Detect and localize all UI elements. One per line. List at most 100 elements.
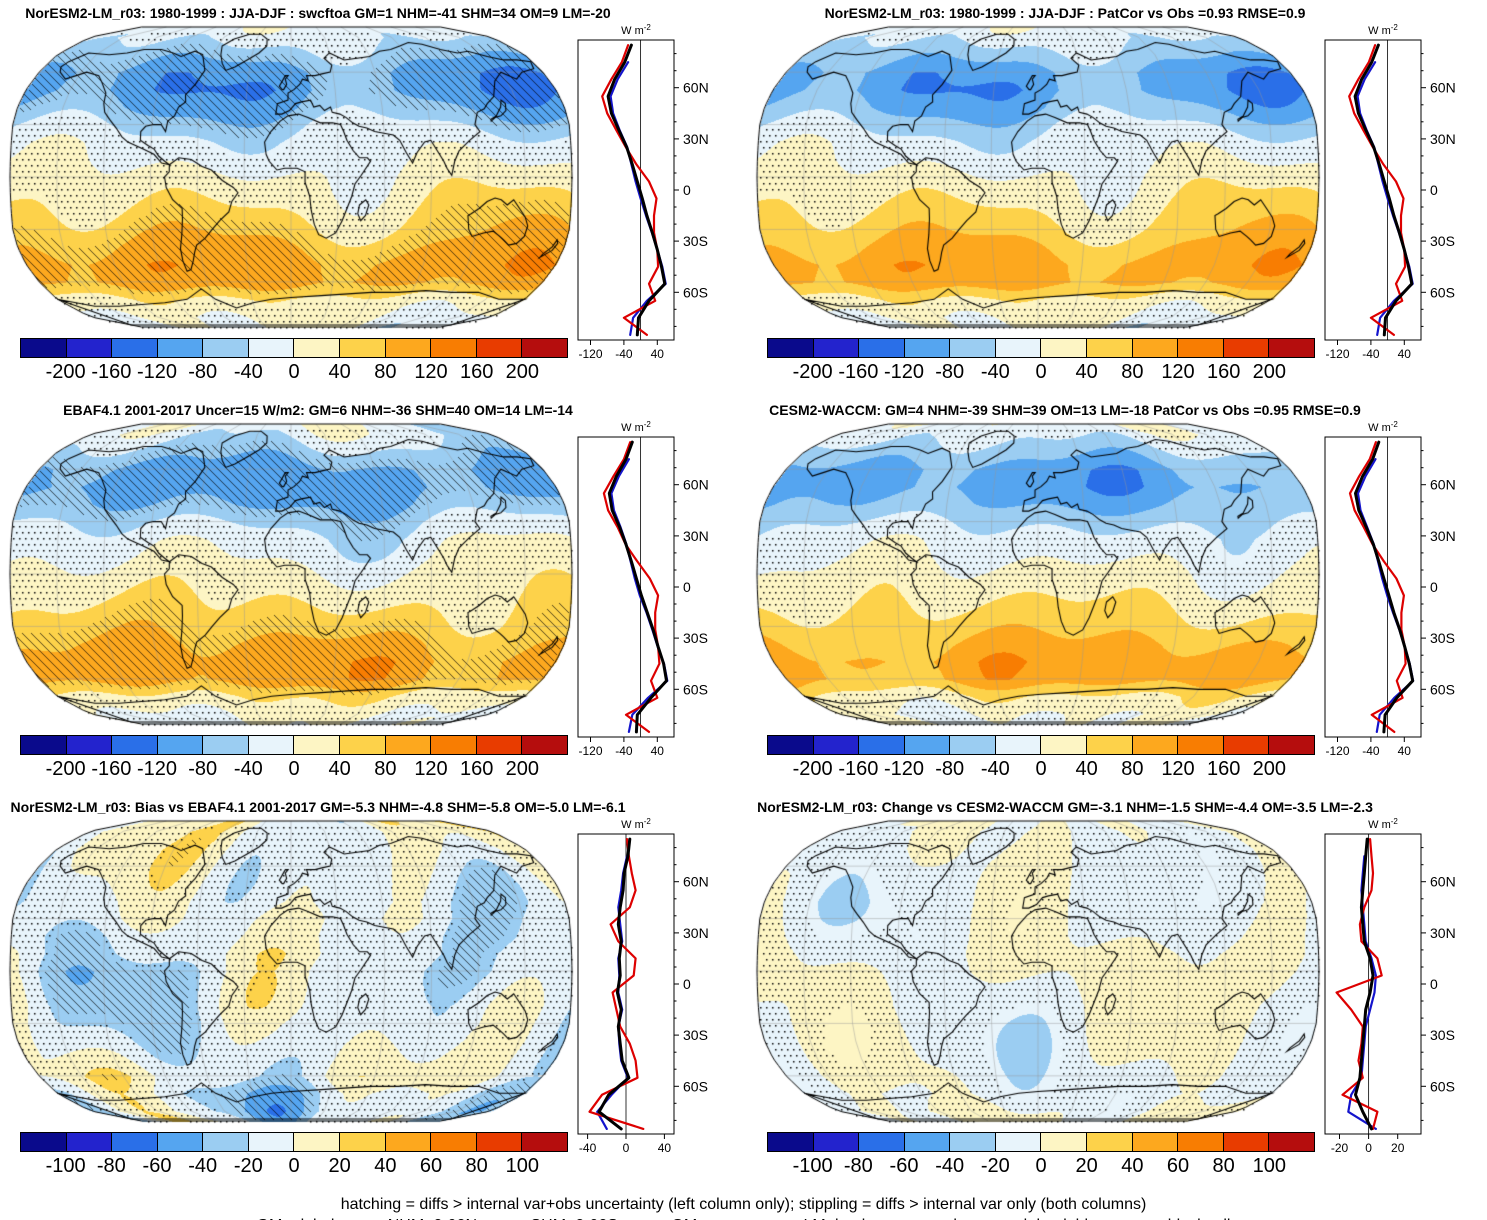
colorbar-segment xyxy=(1178,339,1224,357)
colorbar-tick-label: -40 xyxy=(980,758,1010,780)
colorbar-tick-label: 200 xyxy=(1252,758,1287,780)
colorbar-tick-label: -200 xyxy=(45,758,86,780)
colorbar-tick-label: -120 xyxy=(883,361,925,383)
colorbar-tick-label: -80 xyxy=(843,1155,873,1177)
colorbar-tick-label: 0 xyxy=(1035,758,1047,780)
colorbar-tick-label: 20 xyxy=(328,1155,351,1177)
colorbar-segment xyxy=(294,339,341,357)
colorbar-segment xyxy=(385,339,432,357)
svg-text:30S: 30S xyxy=(683,1027,708,1043)
zonal-mean-plot: W m-2 60N 30N 0 30S 60S -120 -40 40 xyxy=(1324,420,1456,758)
colorbar-labels: -200 -160 -120 -80 -40 0 40 80 120 160 200 xyxy=(767,358,1315,384)
colorbar-tick-label: 0 xyxy=(1035,1155,1047,1177)
world-map-canvas xyxy=(755,24,1321,330)
colorbar-tick-label: 80 xyxy=(1121,758,1144,780)
svg-text:0: 0 xyxy=(1365,1141,1372,1155)
colorbar-segment xyxy=(294,1133,341,1151)
svg-text:60S: 60S xyxy=(683,681,708,697)
zonal-mean-plot: W m-2 60N 30N 0 30S 60S -120 -40 40 xyxy=(577,420,709,758)
colorbar-tick-label: 40 xyxy=(374,1155,397,1177)
svg-text:-120: -120 xyxy=(578,744,602,758)
map-row: W m-2 60N 30N 0 30S 60S -120 -40 40 xyxy=(8,23,747,361)
colorbar-tick-label: 40 xyxy=(328,758,351,780)
colorbar-tick-label: -160 xyxy=(91,361,132,383)
colorbar-segment xyxy=(1041,339,1088,357)
colorbar-tick-label: -200 xyxy=(792,758,833,780)
zonal-mean-plot: W m-2 60N 30N 0 30S 60S -120 -40 40 xyxy=(577,23,709,361)
colorbar-tick-label: -40 xyxy=(980,361,1010,383)
svg-text:30N: 30N xyxy=(683,925,709,941)
svg-text:30N: 30N xyxy=(1430,528,1456,544)
colorbar-segment xyxy=(203,1133,249,1151)
colorbar-tick-label: -40 xyxy=(188,1155,218,1177)
svg-text:-120: -120 xyxy=(578,347,602,361)
colorbar-tick-label: 200 xyxy=(505,361,540,383)
colorbar-tick-label: 40 xyxy=(328,361,351,383)
colorbar-segment xyxy=(1269,736,1314,754)
svg-text:W m-2: W m-2 xyxy=(621,23,651,37)
colorbar-segment xyxy=(1087,1133,1133,1151)
colorbar xyxy=(767,1132,1315,1152)
colorbar-segment xyxy=(157,1133,204,1151)
colorbar-segment xyxy=(950,736,996,754)
colorbar-segment xyxy=(431,736,477,754)
colorbar-tick-label: 80 xyxy=(374,361,397,383)
panel-bias: NorESM2-LM_r03: Bias vs EBAF4.1 2001-201… xyxy=(0,794,747,1191)
svg-text:W m-2: W m-2 xyxy=(1368,420,1398,434)
svg-text:40: 40 xyxy=(651,347,665,361)
colorbar-segment xyxy=(294,736,341,754)
svg-text:W m-2: W m-2 xyxy=(621,817,651,831)
svg-text:0: 0 xyxy=(623,1141,630,1155)
colorbar-segment xyxy=(385,1133,432,1151)
colorbar-wrap: -200 -160 -120 -80 -40 0 40 80 120 160 200 xyxy=(767,735,1315,781)
colorbar-segment xyxy=(1132,339,1179,357)
colorbar-tick-label: -80 xyxy=(935,361,965,383)
svg-text:-40: -40 xyxy=(1362,744,1380,758)
colorbar-segment xyxy=(1269,1133,1314,1151)
colorbar-segment xyxy=(1132,1133,1179,1151)
colorbar-tick-label: 60 xyxy=(419,1155,443,1177)
colorbar-segment xyxy=(340,1133,386,1151)
svg-text:40: 40 xyxy=(658,1141,672,1155)
svg-text:-40: -40 xyxy=(579,1141,597,1155)
svg-text:-120: -120 xyxy=(1325,744,1349,758)
colorbar-labels: -200 -160 -120 -80 -40 0 40 80 120 160 200 xyxy=(20,755,568,781)
colorbar-tick-label: -20 xyxy=(980,1155,1010,1177)
panel-change: NorESM2-LM_r03: Change vs CESM2-WACCM GM… xyxy=(747,794,1487,1191)
svg-text:0: 0 xyxy=(1430,976,1438,992)
colorbar-segment xyxy=(1269,339,1314,357)
colorbar-wrap: -200 -160 -120 -80 -40 0 40 80 120 160 200 xyxy=(20,338,568,384)
panel-model-vs-obs: NorESM2-LM_r03: 1980-1999 : JJA-DJF : Pa… xyxy=(747,0,1487,397)
colorbar-segment xyxy=(995,339,1042,357)
svg-text:30S: 30S xyxy=(1430,630,1455,646)
colorbar-tick-label: -80 xyxy=(935,758,965,780)
colorbar-segment xyxy=(248,339,295,357)
figure-caption: hatching = diffs > internal var+obs unce… xyxy=(0,1195,1487,1220)
map-row: W m-2 60N 30N 0 30S 60S -120 -40 40 xyxy=(8,420,747,758)
zonal-mean-plot: W m-2 60N 30N 0 30S 60S -120 -40 40 xyxy=(1324,23,1456,361)
colorbar-segment xyxy=(203,339,249,357)
svg-text:40: 40 xyxy=(651,744,665,758)
svg-text:-40: -40 xyxy=(1362,347,1380,361)
colorbar-segment xyxy=(112,736,158,754)
colorbar-labels: -200 -160 -120 -80 -40 0 40 80 120 160 200 xyxy=(20,358,568,384)
caption-line-1: hatching = diffs > internal var+obs unce… xyxy=(340,1196,1147,1213)
colorbar-segment xyxy=(904,339,951,357)
colorbar-segment xyxy=(859,736,905,754)
colorbar-segment xyxy=(248,736,295,754)
svg-text:60N: 60N xyxy=(1430,477,1456,493)
colorbar-tick-label: -100 xyxy=(792,1155,833,1177)
zonal-mean-plot: W m-2 60N 30N 0 30S 60S -40 0 40 xyxy=(577,817,709,1155)
svg-text:30N: 30N xyxy=(683,131,709,147)
map-row: W m-2 60N 30N 0 30S 60S -120 -40 40 xyxy=(755,420,1487,758)
colorbar-segment xyxy=(21,1133,67,1151)
colorbar-segment xyxy=(431,339,477,357)
svg-text:60N: 60N xyxy=(683,874,709,890)
colorbar-segment xyxy=(768,1133,814,1151)
colorbar-tick-label: 80 xyxy=(465,1155,488,1177)
colorbar-segment xyxy=(522,1133,567,1151)
colorbar-segment xyxy=(476,1133,523,1151)
svg-text:30S: 30S xyxy=(1430,1027,1455,1043)
map-row: W m-2 60N 30N 0 30S 60S -40 0 40 xyxy=(8,817,747,1155)
